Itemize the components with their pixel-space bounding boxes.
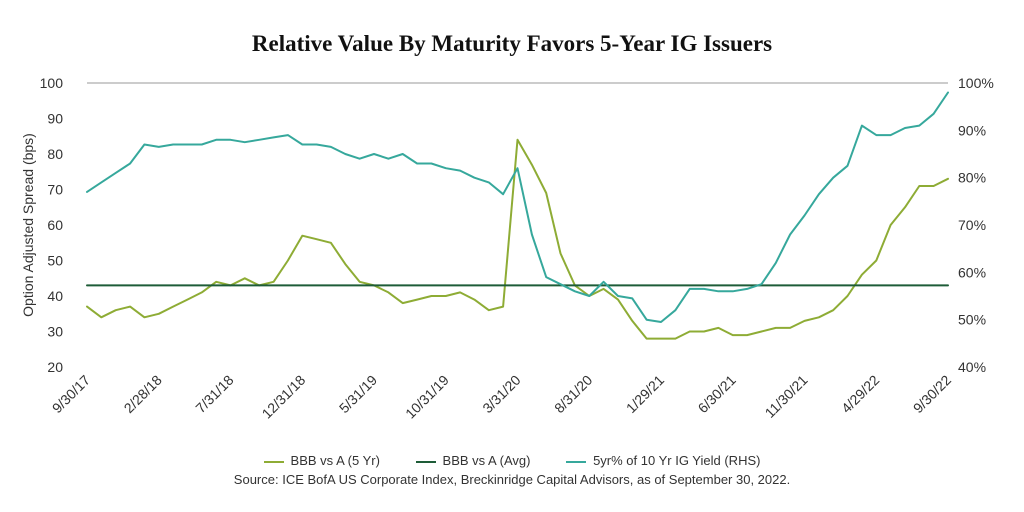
legend-label: 5yr% of 10 Yr IG Yield (RHS) (593, 453, 761, 469)
x-tick-label: 12/31/18 (259, 372, 309, 422)
legend-label: BBB vs A (5 Yr) (290, 453, 380, 469)
y2-tick-label: 90% (958, 122, 986, 138)
x-tick-label: 9/30/17 (49, 372, 93, 416)
chart-title: Relative Value By Maturity Favors 5-Year… (251, 31, 773, 56)
y2-tick-label: 100% (958, 75, 994, 91)
y2-tick-label: 60% (958, 264, 986, 280)
y-tick-label: 60 (47, 217, 63, 233)
y-tick-label: 90 (47, 111, 63, 127)
y-tick-label: 40 (47, 288, 63, 304)
legend-swatch-bbb-vs-a-avg (415, 460, 436, 463)
y-tick-label: 20 (47, 359, 63, 375)
x-tick-label: 1/29/21 (623, 372, 667, 416)
y-tick-label: 80 (47, 146, 63, 162)
legend: BBB vs A (5 Yr) BBB vs A (Avg) 5yr% of 1… (0, 452, 1024, 468)
y-tick-label: 30 (47, 324, 63, 340)
y-axis-title: Option Adjusted Spread (bps) (20, 133, 36, 317)
legend-swatch-5yr-pct-yield (566, 460, 587, 463)
series-layer (86, 91, 949, 340)
x-tick-label: 2/28/18 (121, 372, 165, 416)
x-tick-label: 4/29/22 (838, 372, 882, 416)
y2-tick-label: 40% (958, 359, 986, 375)
x-tick-label: 10/31/19 (402, 372, 452, 422)
x-tick-label: 5/31/19 (336, 372, 380, 416)
legend-label: BBB vs A (Avg) (442, 453, 531, 469)
x-tick-label: 8/31/20 (551, 372, 595, 416)
tick-labels-layer: 20 30 40 50 60 70 80 90 100 40% 50% 60% 70% 80% 90% 100… (20, 75, 994, 422)
x-tick-label: 11/30/21 (761, 372, 810, 421)
y2-tick-label: 80% (958, 170, 986, 186)
x-tick-label: 6/30/21 (695, 372, 739, 416)
x-tick-label: 7/31/18 (192, 372, 236, 416)
y-tick-label: 70 (47, 182, 63, 198)
legend-item-bbb-vs-a-avg: BBB vs A (Avg) (415, 453, 531, 469)
x-tick-label: 3/31/20 (479, 372, 523, 416)
legend-swatch-bbb-vs-a-5yr (263, 460, 284, 463)
y-tick-label: 100 (40, 75, 64, 91)
x-tick-label: 9/30/22 (910, 372, 954, 416)
source-note: Source: ICE BofA US Corporate Index, Bre… (233, 472, 791, 487)
y2-tick-label: 70% (958, 217, 986, 233)
legend-item-bbb-vs-a-5yr: BBB vs A (5 Yr) (263, 453, 380, 469)
y2-tick-label: 50% (958, 312, 986, 328)
legend-item-5yr-pct-yield: 5yr% of 10 Yr IG Yield (RHS) (566, 453, 760, 468)
series-line-2 (86, 91, 949, 323)
y-tick-label: 50 (47, 253, 63, 269)
